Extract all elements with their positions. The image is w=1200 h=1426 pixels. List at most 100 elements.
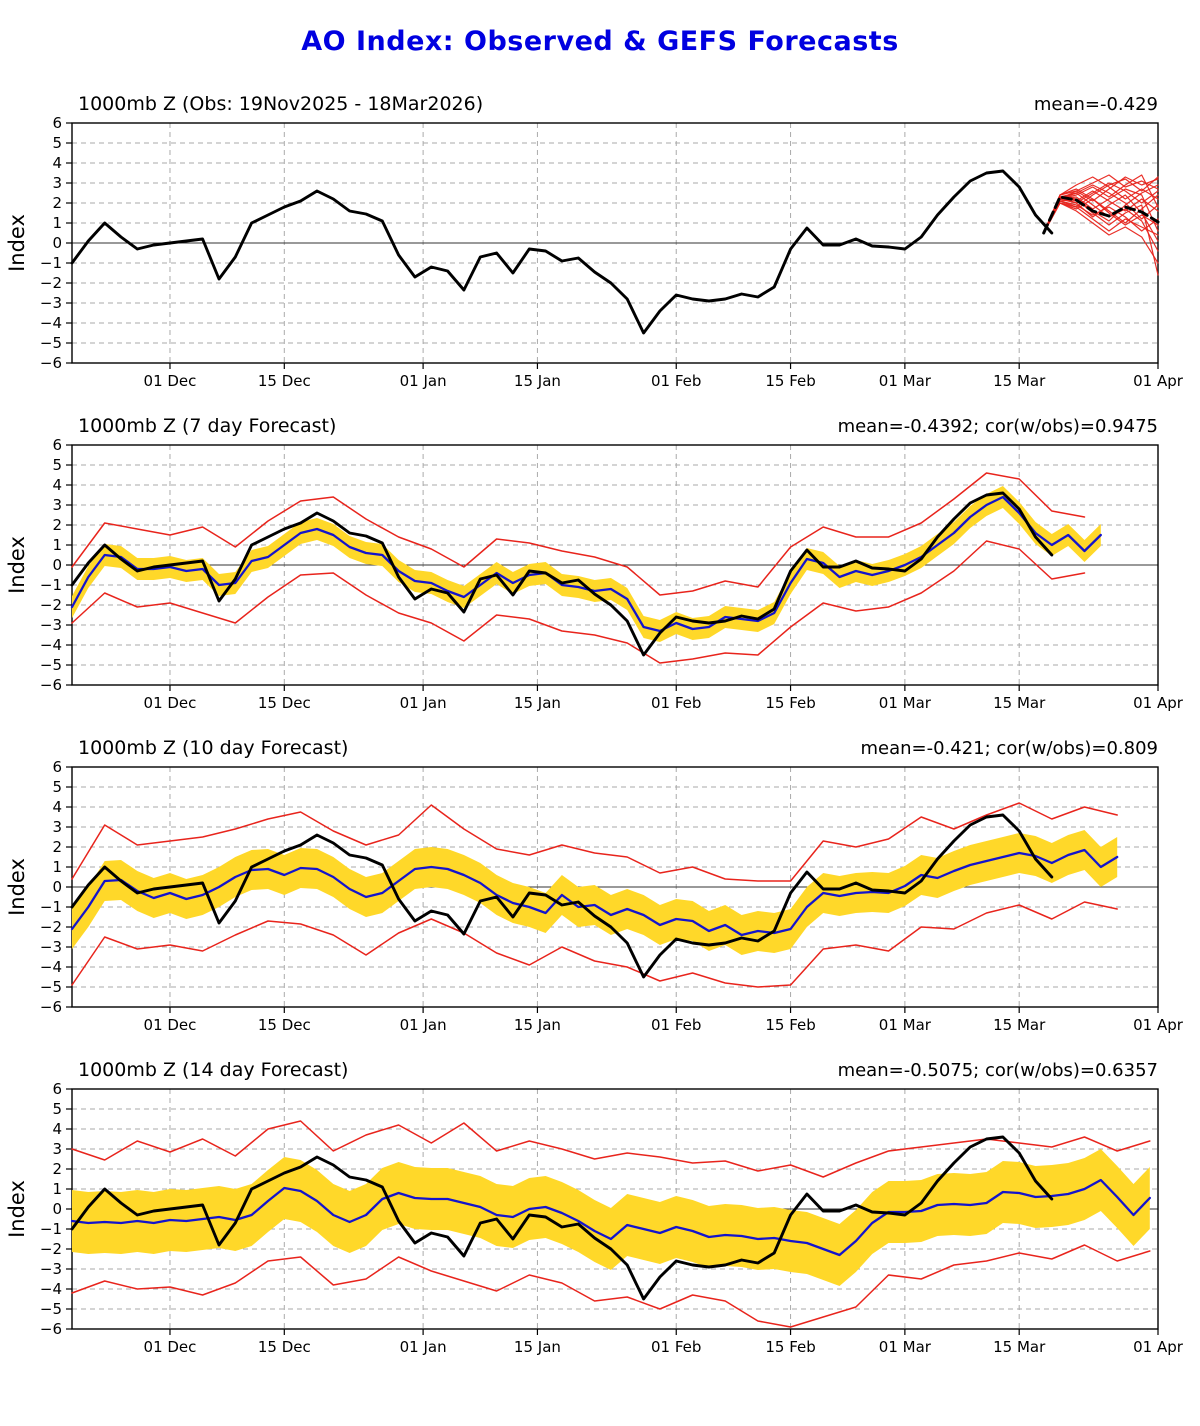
axes: 01 Dec 15 Dec 01 Jan 15 Jan 01 Feb 15 Feb 01 M… [5, 1081, 1184, 1356]
ensemble-mean-line [70, 848, 1119, 937]
forecast-mean-dashed-line [1042, 195, 1160, 235]
y-tick-label: −1 [40, 576, 62, 594]
ensemble-spread-band [72, 486, 1101, 642]
y-tick-label: 3 [52, 818, 62, 836]
x-tick-label: 15 Mar [993, 1338, 1046, 1356]
y-tick-label: 6 [52, 115, 62, 132]
page-title: AO Index: Observed & GEFS Forecasts [301, 26, 899, 57]
x-tick-label: 01 Feb [651, 1016, 701, 1034]
y-tick-label: 2 [52, 516, 62, 534]
x-tick-label: 01 Jan [400, 694, 447, 712]
x-tick-label: 01 Feb [651, 694, 701, 712]
x-tick-label: 01 Jan [400, 1016, 447, 1034]
panel-14day-title: 1000mb Z (14 day Forecast) [78, 1059, 349, 1081]
y-tick-label: −4 [40, 636, 62, 654]
panel-observed-title: 1000mb Z (Obs: 19Nov2025 - 18Mar2026) [78, 93, 484, 115]
panel-10day-title: 1000mb Z (10 day Forecast) [78, 737, 349, 759]
x-tick-label: 01 Apr [1133, 694, 1184, 712]
y-tick-label: −4 [40, 1280, 62, 1298]
y-tick-label: 2 [52, 1160, 62, 1178]
y-tick-label: −5 [40, 978, 62, 996]
x-tick-label: 15 Jan [514, 694, 561, 712]
y-tick-label: 1 [52, 1180, 62, 1198]
panel-observed-stats: mean=-0.429 [1033, 94, 1158, 115]
y-tick-label: 5 [52, 134, 62, 152]
x-tick-label: 01 Dec [144, 1338, 197, 1356]
ensemble-member-line [1043, 198, 1159, 276]
y-tick-label: −1 [40, 254, 62, 272]
y-tick-label: 5 [52, 456, 62, 474]
panel-7day-plot: 01 Dec 15 Dec 01 Jan 15 Jan 01 Feb 15 Feb 01 M… [5, 437, 1184, 712]
y-tick-label: −5 [40, 334, 62, 352]
x-tick-label: 01 Mar [879, 694, 932, 712]
y-tick-label: 0 [52, 234, 62, 252]
ensemble-mean-line [70, 1178, 1151, 1257]
x-tick-label: 15 Dec [258, 372, 311, 390]
panel-10day-stats: mean=-0.421; cor(w/obs)=0.809 [860, 738, 1158, 759]
y-tick-label: 4 [52, 154, 62, 172]
y-tick-label: 3 [52, 496, 62, 514]
ensemble-members [1043, 174, 1159, 276]
observed-line [70, 491, 1054, 657]
ensemble-member-line [1043, 176, 1159, 234]
y-tick-label: −3 [40, 938, 62, 956]
x-tick-label: 15 Feb [765, 1338, 815, 1356]
ensemble-mean-line [70, 495, 1102, 633]
envelope-lower-line [71, 1244, 1151, 1328]
y-tick-label: 4 [52, 798, 62, 816]
y-tick-label: −6 [40, 1320, 62, 1338]
y-tick-label: −3 [40, 294, 62, 312]
grid [72, 123, 1159, 363]
y-tick-label: −6 [40, 998, 62, 1016]
y-tick-label: −5 [40, 1300, 62, 1318]
x-tick-label: 01 Mar [879, 1338, 932, 1356]
panel-7day-title: 1000mb Z (7 day Forecast) [78, 415, 337, 437]
y-tick-label: 2 [52, 838, 62, 856]
y-tick-label: 2 [52, 194, 62, 212]
ensemble-member-line [1043, 174, 1159, 234]
y-axis-label: Index [5, 214, 29, 272]
x-tick-label: 15 Feb [765, 372, 815, 390]
y-tick-label: 4 [52, 476, 62, 494]
y-tick-label: −4 [40, 958, 62, 976]
ensemble-spread-band [72, 830, 1118, 955]
panel-14day-header: 1000mb Z (14 day Forecast) mean=-0.5075;… [0, 1053, 1200, 1081]
y-tick-label: 3 [52, 1140, 62, 1158]
y-tick-label: −3 [40, 616, 62, 634]
x-tick-label: 15 Dec [258, 694, 311, 712]
panel-observed-header: 1000mb Z (Obs: 19Nov2025 - 18Mar2026) me… [0, 87, 1200, 115]
y-tick-label: 0 [52, 878, 62, 896]
y-tick-label: −2 [40, 596, 62, 614]
y-tick-label: −6 [40, 676, 62, 694]
axes: 01 Dec 15 Dec 01 Jan 15 Jan 01 Feb 15 Feb 01 M… [5, 759, 1184, 1034]
y-tick-label: 5 [52, 778, 62, 796]
y-tick-label: 6 [52, 759, 62, 776]
panel-7day-stats: mean=-0.4392; cor(w/obs)=0.9475 [837, 416, 1158, 437]
y-axis-label: Index [5, 1180, 29, 1238]
axes: 01 Dec 15 Dec 01 Jan 15 Jan 01 Feb 15 Feb 01 M… [5, 437, 1184, 712]
y-tick-label: 1 [52, 214, 62, 232]
panel-observed: 1000mb Z (Obs: 19Nov2025 - 18Mar2026) me… [0, 87, 1200, 397]
y-tick-label: −2 [40, 274, 62, 292]
panel-14day-plot: 01 Dec 15 Dec 01 Jan 15 Jan 01 Feb 15 Feb 01 M… [5, 1081, 1184, 1356]
envelope-upper-line [71, 802, 1118, 882]
x-tick-label: 01 Jan [400, 372, 447, 390]
y-tick-label: 0 [52, 556, 62, 574]
envelope-lower-line [71, 901, 1118, 988]
observed-line [70, 813, 1054, 979]
panel-7day-forecast: 1000mb Z (7 day Forecast) mean=-0.4392; … [0, 409, 1200, 719]
y-tick-label: 5 [52, 1100, 62, 1118]
y-axis-label: Index [5, 858, 29, 916]
x-tick-label: 01 Dec [144, 1016, 197, 1034]
y-axis-label: Index [5, 536, 29, 594]
y-tick-label: −1 [40, 1220, 62, 1238]
y-tick-label: 1 [52, 858, 62, 876]
y-tick-label: −3 [40, 1260, 62, 1278]
panel-observed-plot: 01 Dec 15 Dec 01 Jan 15 Jan 01 Feb 15 Feb 01 M… [5, 115, 1184, 390]
x-tick-label: 01 Mar [879, 1016, 932, 1034]
x-tick-label: 15 Feb [765, 694, 815, 712]
x-tick-label: 15 Dec [258, 1338, 311, 1356]
x-tick-label: 15 Mar [993, 1016, 1046, 1034]
x-tick-label: 15 Jan [514, 1338, 561, 1356]
observed-line [70, 1135, 1054, 1301]
